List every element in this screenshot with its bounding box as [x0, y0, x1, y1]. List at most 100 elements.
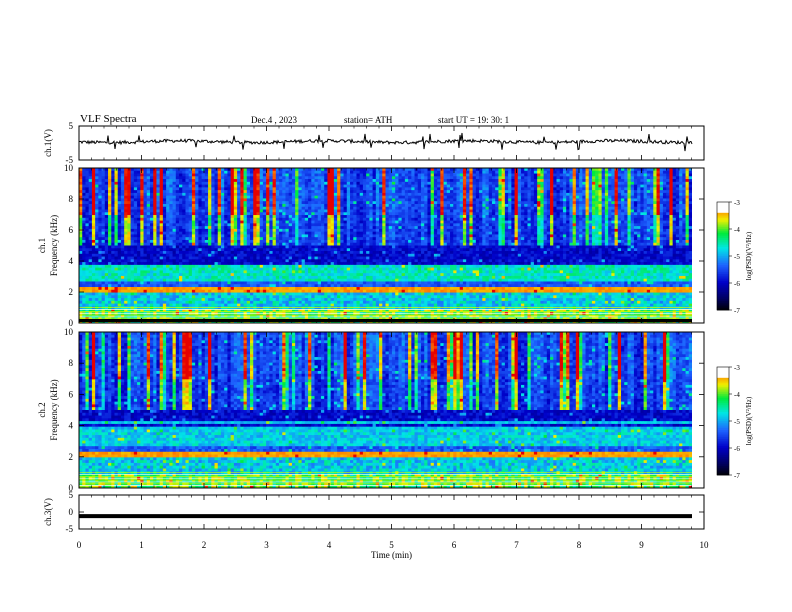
- spec1-cell: [385, 203, 390, 208]
- spec1-cell: [588, 170, 593, 174]
- spec1-cell: [666, 215, 670, 219]
- spec1-cell: [550, 168, 554, 172]
- spec1-cell: [627, 209, 632, 213]
- spec1-cell: [324, 206, 328, 210]
- spec1-cell: [195, 173, 199, 177]
- spec1-cell: [569, 187, 574, 191]
- spec1-cell: [562, 184, 567, 188]
- spec1-cell: [337, 228, 341, 233]
- spec1-cell: [362, 212, 367, 216]
- spec1-cell: [304, 195, 309, 199]
- spec1-cell: [182, 209, 186, 213]
- spec1-cell: [395, 184, 399, 188]
- spec1-cell: [311, 223, 315, 227]
- spec1-cell: [679, 201, 683, 205]
- spec1-cell: [650, 206, 654, 210]
- spec1-cell: [556, 179, 561, 183]
- spec1-cell: [379, 226, 383, 230]
- spec1-cell: [588, 195, 593, 199]
- spec1-cell: [137, 220, 141, 224]
- spec1-cell: [537, 226, 541, 230]
- spec1-cell: [540, 173, 544, 177]
- spec1-cell: [259, 201, 264, 205]
- spec1-cell: [398, 212, 403, 216]
- spec1-cell: [566, 187, 570, 191]
- spec1-cell: [266, 192, 270, 197]
- spec1-cell: [156, 228, 161, 233]
- spec1-cell: [337, 237, 341, 241]
- spec1-cell: [482, 220, 486, 224]
- spec1-cell: [379, 223, 383, 227]
- spec1-cell: [153, 184, 157, 188]
- spec1-cell: [224, 190, 228, 194]
- spec1-cell: [246, 170, 251, 174]
- spec1-cell: [304, 170, 309, 174]
- spec1-cell: [340, 201, 344, 205]
- spec1-cell: [95, 195, 99, 199]
- spec1-cell: [375, 187, 380, 191]
- spec1-cell: [201, 181, 206, 186]
- spec1-cell: [385, 231, 390, 235]
- spec1-cell: [372, 176, 377, 180]
- spec1-cell: [633, 198, 638, 202]
- spec1-cell: [130, 217, 135, 221]
- spec1-cell: [598, 170, 603, 174]
- spec1-cell: [185, 181, 190, 186]
- spec1-cell: [82, 212, 86, 216]
- spec1-cell: [149, 168, 154, 172]
- spec1-cell: [424, 184, 428, 188]
- spec1-cell: [643, 203, 648, 208]
- spec1-cell: [314, 206, 319, 210]
- spec1-cell: [614, 184, 619, 188]
- spec1-cell: [559, 234, 564, 238]
- spec1-cell: [288, 212, 293, 216]
- spec1-cell: [137, 190, 141, 194]
- spec1-cell: [169, 168, 173, 172]
- spec1-cell: [262, 192, 267, 197]
- spec1-cell: [630, 234, 635, 238]
- spec1-cell: [395, 195, 399, 199]
- spec1-cell: [353, 195, 357, 199]
- spec1-cell: [643, 212, 648, 216]
- spec1-cell: [453, 228, 457, 233]
- spec1-cell: [498, 212, 503, 216]
- spec1-cell: [91, 234, 96, 238]
- spec1-cell: [359, 226, 364, 230]
- spec1-cell: [356, 206, 361, 210]
- spec1-cell: [188, 201, 193, 205]
- spec1-cell: [153, 212, 157, 216]
- spec1-cell: [285, 181, 290, 186]
- spec1-cell: [291, 209, 296, 213]
- spec1-cell: [337, 234, 341, 238]
- spec1-cell: [149, 217, 154, 221]
- spec1-cell: [682, 195, 686, 199]
- spec1-cell: [211, 195, 215, 199]
- spec1-cell: [417, 190, 422, 194]
- spec1-cell: [601, 181, 606, 186]
- spec1-cell: [269, 168, 273, 172]
- spec1-cell: [443, 176, 448, 180]
- spec1-cell: [437, 187, 441, 191]
- spec1-cell: [124, 228, 128, 233]
- spec1-cell: [285, 237, 290, 241]
- spec1-cell: [149, 220, 154, 224]
- spec1-cell: [585, 220, 590, 224]
- spec1-cell: [404, 209, 409, 213]
- spec1-cell: [411, 220, 415, 224]
- spec1-cell: [311, 231, 315, 235]
- spec1-cell: [656, 168, 661, 172]
- spec1-cell: [98, 228, 102, 233]
- spec1-cell: [643, 231, 648, 235]
- spec1-cell: [308, 179, 312, 183]
- spec1-cell: [146, 223, 151, 227]
- spec1-cell: [272, 237, 277, 241]
- spec1-cell: [437, 209, 441, 213]
- spec1-cell: [427, 212, 432, 216]
- spec1-cell: [524, 209, 528, 213]
- spec1-cell: [127, 212, 132, 216]
- spec1-cell: [504, 179, 509, 183]
- spec1-cell: [162, 234, 167, 238]
- spec1-cell: [162, 237, 167, 241]
- spec1-cell: [408, 201, 412, 205]
